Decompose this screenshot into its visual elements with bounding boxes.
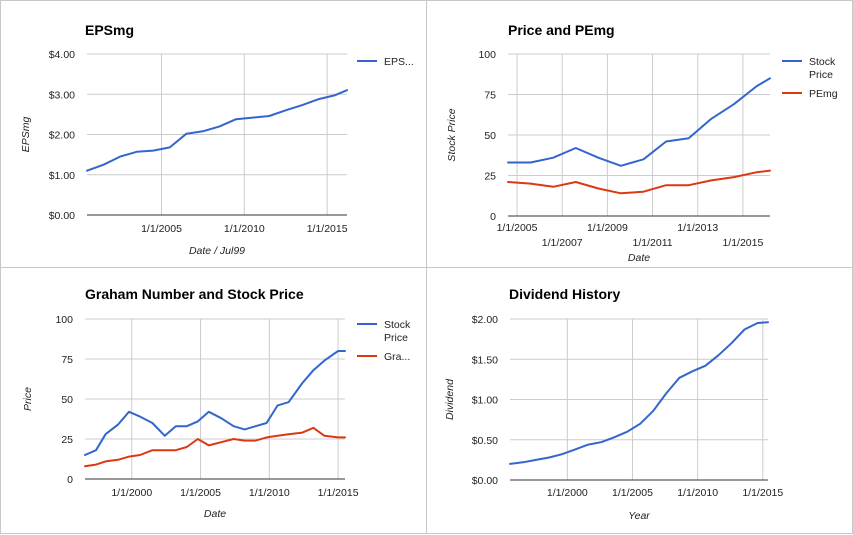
chart-panel-price-pemg: Price and PEmg 0 25 50 75 100 1/1/2005 1/1/2007… <box>426 0 853 268</box>
x-tick-label: 1/1/2010 <box>249 487 290 499</box>
chart-svg-dividend: Dividend History $0.00 $0.50 $1.00 $1.50 $2.0… <box>444 286 783 522</box>
y-tick-label: 75 <box>484 90 496 102</box>
chart-title: EPSmg <box>85 22 134 38</box>
y-tick-label: 0 <box>67 474 73 486</box>
chart-panel-epsmg: EPSmg $0.00 $1.00 $2.00 $3.00 $4.00 1/1/2005 1/… <box>0 0 427 268</box>
y-tick-label: $1.00 <box>49 170 75 182</box>
series-line-dividend <box>509 321 769 465</box>
y-axis-label: EPSmg <box>20 117 32 153</box>
y-tick-label: $1.50 <box>472 354 498 366</box>
x-tick-label: 1/1/2005 <box>141 223 182 235</box>
legend-label: Stock Price <box>384 319 411 344</box>
chart-title: Dividend History <box>509 286 620 302</box>
x-tick-label: 1/1/2011 <box>633 237 673 249</box>
series-line-eps <box>86 89 348 172</box>
y-tick-label: $0.00 <box>49 210 75 222</box>
legend-label: PEmg <box>809 88 838 100</box>
y-tick-label: 75 <box>61 354 73 366</box>
series-line-pemg <box>507 169 771 195</box>
chart-svg-price-pemg: Price and PEmg 0 25 50 75 100 1/1/2005 1/1/2007… <box>446 22 838 264</box>
y-tick-label: 0 <box>490 211 496 223</box>
y-tick-label: $2.00 <box>472 314 498 326</box>
series-line-gra <box>84 426 346 468</box>
y-tick-label: $2.00 <box>49 130 75 142</box>
y-axis-label: Price <box>22 387 34 411</box>
chart-panel-graham-number: Graham Number and Stock Price 0 25 50 75 100 1… <box>0 267 427 534</box>
y-tick-label: 50 <box>61 394 73 406</box>
x-tick-label: 1/1/2007 <box>542 237 583 249</box>
chart-svg-epsmg: EPSmg $0.00 $1.00 $2.00 $3.00 $4.00 1/1/2005 1/… <box>20 22 414 257</box>
x-tick-label: 1/1/2010 <box>677 487 718 499</box>
x-tick-label: 1/1/2005 <box>180 487 221 499</box>
y-axis-label: Dividend <box>444 378 456 420</box>
y-axis-label: Stock Price <box>446 108 458 161</box>
x-axis-label: Date / Jul99 <box>189 245 245 257</box>
y-tick-label: 25 <box>61 434 73 446</box>
x-tick-label: 1/1/2015 <box>318 487 359 499</box>
chart-title: Price and PEmg <box>508 22 615 38</box>
x-tick-label: 1/1/2015 <box>722 237 763 249</box>
chart-panel-dividend-history: Dividend History $0.00 $0.50 $1.00 $1.50 $2.0… <box>426 267 853 534</box>
x-tick-label: 1/1/2000 <box>547 487 588 499</box>
x-tick-label: 1/1/2015 <box>307 223 348 235</box>
legend-label: Stock Price <box>809 56 836 81</box>
y-tick-label: $3.00 <box>49 89 75 101</box>
y-tick-label: 100 <box>478 49 496 61</box>
y-tick-label: 100 <box>55 314 73 326</box>
series-line-stock-price <box>84 350 346 456</box>
legend-label: EPS... <box>384 56 414 68</box>
y-tick-label: 50 <box>484 130 496 142</box>
chart-svg-graham: Graham Number and Stock Price 0 25 50 75 100 1… <box>22 286 411 520</box>
y-tick-label: $1.00 <box>472 395 498 407</box>
chart-title: Graham Number and Stock Price <box>85 286 304 302</box>
x-tick-label: 1/1/2015 <box>742 487 783 499</box>
y-tick-label: $4.00 <box>49 49 75 61</box>
x-axis-label: Year <box>628 510 650 522</box>
x-tick-label: 1/1/2013 <box>677 222 718 234</box>
x-tick-label: 1/1/2009 <box>587 222 628 234</box>
x-tick-label: 1/1/2010 <box>224 223 265 235</box>
y-tick-label: 25 <box>484 171 496 183</box>
x-tick-label: 1/1/2000 <box>111 487 152 499</box>
x-tick-label: 1/1/2005 <box>497 222 538 234</box>
x-tick-label: 1/1/2005 <box>612 487 653 499</box>
x-axis-label: Date <box>204 508 226 520</box>
legend-label: Gra... <box>384 351 410 363</box>
y-tick-label: $0.00 <box>472 475 498 487</box>
series-line-stock-price <box>507 77 771 167</box>
y-tick-label: $0.50 <box>472 435 498 447</box>
x-axis-label: Date <box>628 252 650 264</box>
